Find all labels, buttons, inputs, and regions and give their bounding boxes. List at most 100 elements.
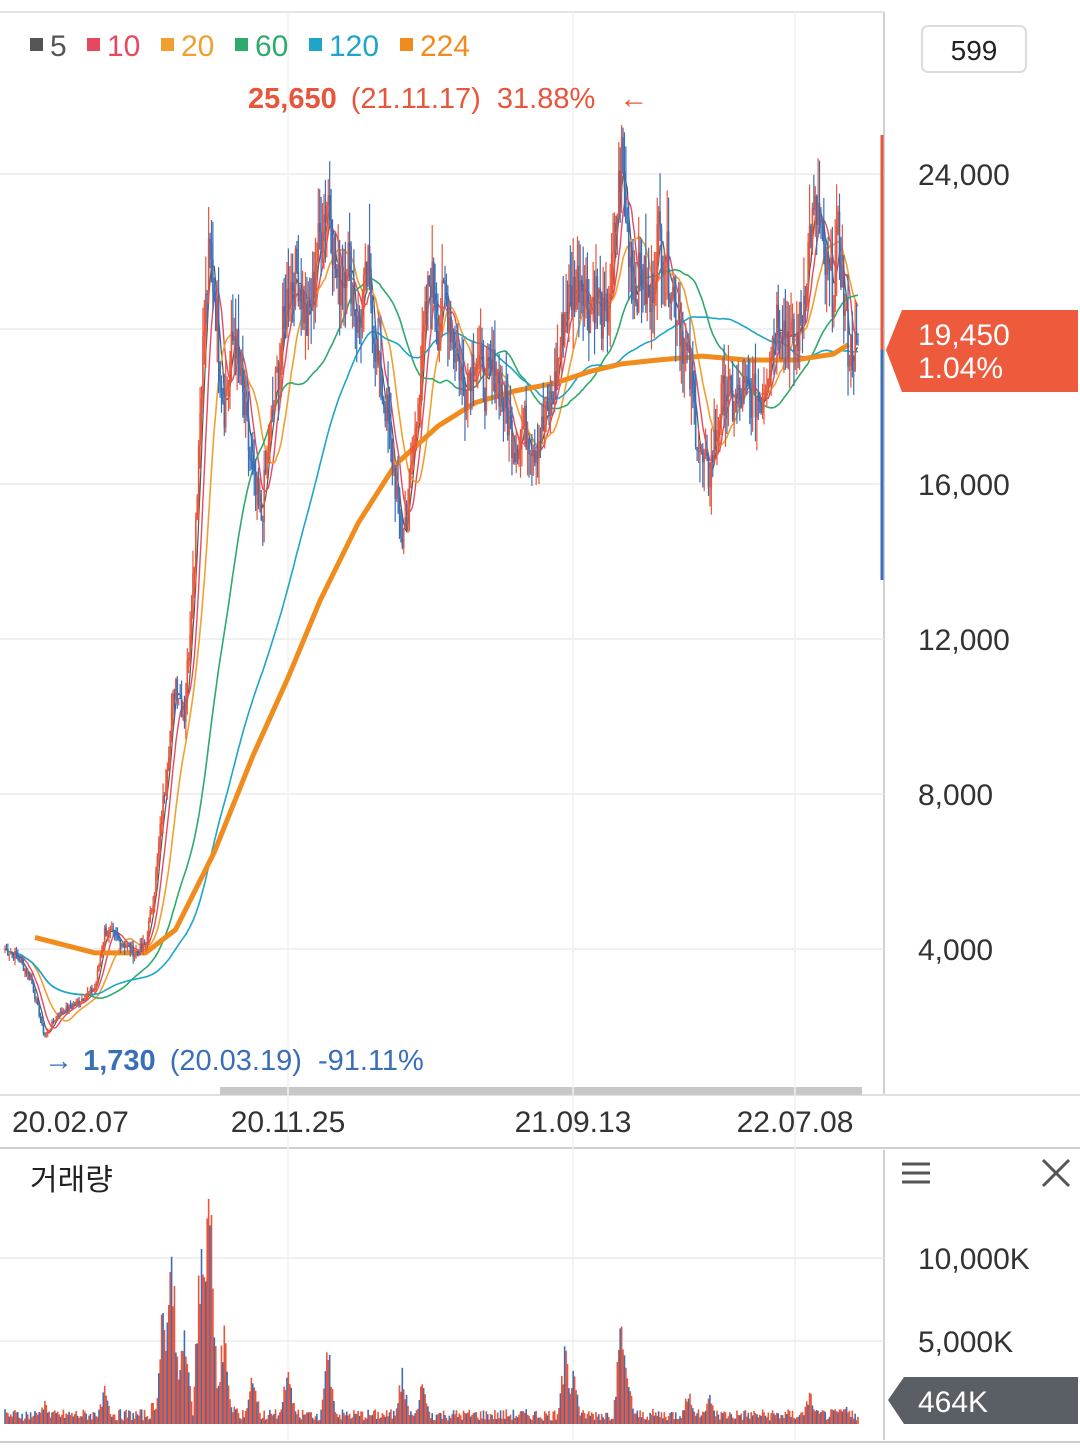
volume-bar [814, 1411, 817, 1424]
volume-bar [694, 1415, 697, 1424]
volume-bar [261, 1417, 264, 1424]
volume-bar [538, 1417, 540, 1424]
hamburger-menu-icon[interactable] [902, 1162, 930, 1184]
candle [64, 1009, 66, 1014]
volume-bar [159, 1359, 162, 1424]
candle [570, 251, 573, 317]
period-count-box[interactable]: 599 [921, 25, 1027, 73]
volume-bar [170, 1256, 173, 1424]
volume-bar [841, 1411, 844, 1424]
candle [684, 323, 687, 372]
candle [798, 301, 801, 370]
candle [800, 289, 802, 326]
candle [290, 253, 293, 327]
candle [140, 937, 143, 953]
volume-bar [511, 1419, 513, 1424]
candle [388, 386, 391, 450]
volume-bar [105, 1395, 107, 1424]
volume-bar [657, 1411, 660, 1424]
candle [395, 465, 398, 502]
volume-bar [76, 1415, 79, 1424]
candle [682, 311, 684, 393]
candle [331, 219, 334, 296]
candle [538, 425, 540, 485]
candle [566, 280, 569, 334]
volume-bar [556, 1414, 559, 1424]
volume-bar [384, 1416, 387, 1424]
volume-panel-title: 거래량 [30, 1164, 113, 1197]
candle [330, 188, 332, 254]
close-icon[interactable] [1041, 1158, 1071, 1188]
candle [139, 938, 142, 956]
volume-bar [583, 1413, 586, 1424]
volume-bar [855, 1420, 858, 1424]
volume-bar [481, 1418, 483, 1424]
candle [71, 1002, 73, 1010]
candle [251, 431, 254, 476]
candle [636, 298, 639, 316]
volume-bar [653, 1415, 656, 1424]
candle [459, 350, 462, 395]
volume-bar [700, 1415, 703, 1424]
candle [83, 995, 86, 1001]
volume-bar [304, 1414, 307, 1424]
volume-bar [354, 1413, 357, 1424]
candle [160, 810, 163, 837]
candle [620, 124, 623, 213]
volume-bar [551, 1420, 553, 1424]
volume-bar [815, 1410, 818, 1424]
candle [222, 387, 224, 405]
volume-bar [273, 1413, 275, 1424]
candle [361, 289, 364, 339]
volume-bar [542, 1420, 545, 1424]
volume-bar [854, 1413, 856, 1424]
volume-bar [703, 1412, 706, 1424]
candle [488, 344, 490, 377]
volume-bar [415, 1410, 418, 1424]
candle [539, 427, 542, 459]
volume-bar [518, 1414, 520, 1424]
candle [724, 364, 727, 447]
candle [666, 190, 668, 300]
volume-bar [727, 1416, 730, 1424]
candle [380, 316, 382, 401]
time-scrollbar-thumb[interactable] [220, 1087, 862, 1095]
volume-current-value: 464K [918, 1386, 988, 1419]
candle [717, 417, 720, 454]
volume-bar [461, 1419, 463, 1424]
volume-bar [519, 1411, 522, 1424]
ma-20-line [4, 235, 859, 1022]
candle [327, 179, 330, 235]
candle [432, 257, 435, 304]
volume-bar [392, 1410, 395, 1424]
volume-bar [670, 1412, 673, 1424]
candle [576, 236, 579, 310]
candle [183, 695, 186, 729]
candle [14, 947, 16, 966]
volume-bar [666, 1420, 668, 1424]
candle [560, 312, 563, 376]
date-tick-label: 20.02.07 [12, 1106, 129, 1139]
volume-bar [108, 1405, 110, 1424]
candle [88, 990, 90, 995]
volume-bar [469, 1416, 472, 1424]
candle [825, 246, 828, 313]
volume-bar [313, 1419, 315, 1424]
candle [828, 262, 831, 307]
candle [259, 477, 261, 513]
volume-bar [133, 1418, 136, 1424]
volume-bar [267, 1414, 270, 1424]
volume-bar [451, 1414, 453, 1424]
volume-bar [610, 1418, 613, 1424]
volume-bar [852, 1418, 855, 1424]
volume-bar [280, 1409, 283, 1424]
candle [350, 241, 352, 317]
candle [232, 294, 234, 345]
volume-bar [568, 1388, 570, 1424]
volume-tick-label: 5,000K [918, 1326, 1013, 1359]
volume-bar [622, 1349, 624, 1424]
candle [420, 345, 422, 428]
period-count: 599 [951, 35, 998, 66]
volume-bar [116, 1420, 119, 1424]
